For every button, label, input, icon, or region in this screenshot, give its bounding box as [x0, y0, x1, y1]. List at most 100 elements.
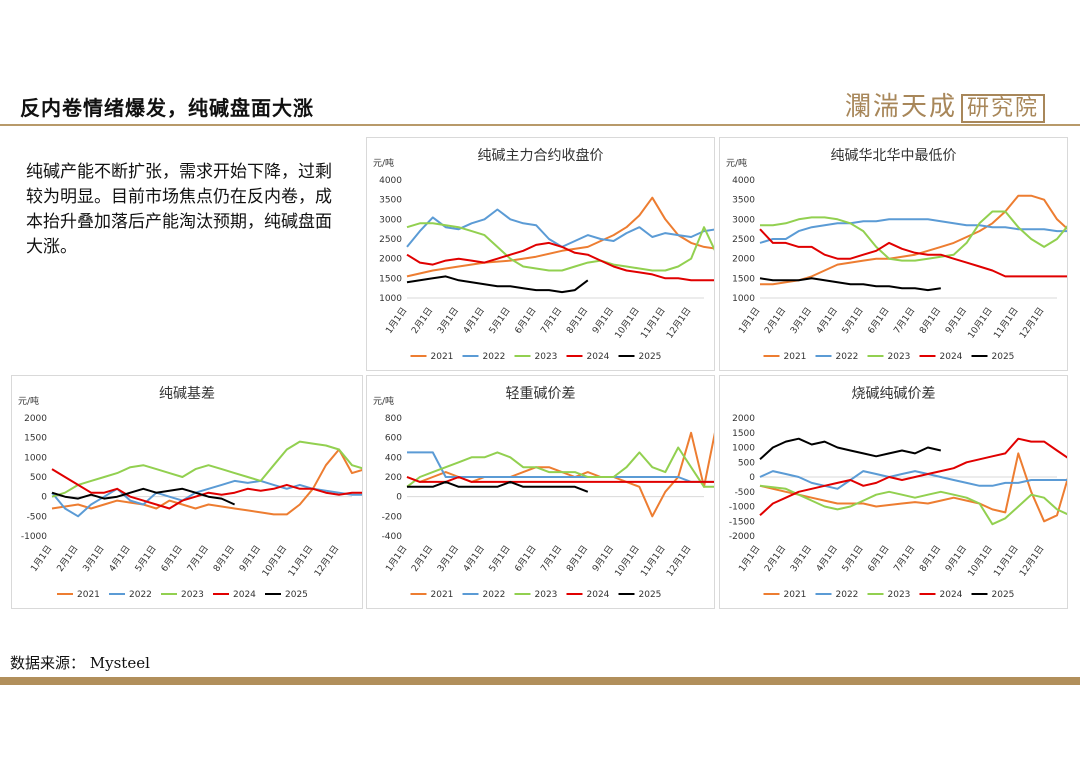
y-tick-label: -500: [27, 512, 48, 522]
x-tick-group: 5月1日: [133, 543, 159, 573]
x-tick-label: 9月1日: [943, 543, 969, 573]
series-line-2021: [760, 194, 1067, 286]
x-tick-group: 7月1日: [892, 543, 918, 573]
x-tick-group: 8月1日: [917, 305, 943, 335]
x-tick-group: 12月1日: [664, 305, 693, 340]
y-tick-label: 1500: [732, 274, 755, 284]
y-tick-label: 800: [385, 414, 402, 424]
x-tick-group: 1月1日: [384, 543, 410, 573]
x-tick-label: 11月1日: [639, 543, 668, 578]
x-tick-group: 3月1日: [788, 305, 814, 335]
legend-label-2025: 2025: [639, 352, 662, 362]
legend-label-2021: 2021: [431, 352, 454, 362]
x-tick-label: 4月1日: [461, 543, 487, 573]
legend-label-2024: 2024: [233, 590, 256, 600]
x-tick-label: 9月1日: [237, 543, 263, 573]
x-tick-group: 10月1日: [613, 305, 642, 340]
x-tick-group: 7月1日: [892, 305, 918, 335]
x-tick-label: 11月1日: [992, 305, 1021, 340]
x-tick-label: 2月1日: [762, 305, 788, 335]
x-tick-group: 6月1日: [513, 305, 539, 335]
x-tick-label: 6月1日: [159, 543, 185, 573]
chart-title: 纯碱华北华中最低价: [831, 148, 957, 164]
chart-panel-caustic-soda-spread: 烧碱纯碱价差 -2000 -1500 -1000 -500 0 500 1000 1500 200…: [719, 375, 1068, 609]
x-tick-group: 3月1日: [788, 543, 814, 573]
x-tick-group: 7月1日: [539, 305, 565, 335]
y-tick-label: 2000: [379, 255, 402, 265]
legend-label-2022: 2022: [483, 590, 506, 600]
y-unit-label: 元/吨: [18, 395, 39, 407]
y-tick-label: 2500: [379, 235, 402, 245]
y-tick-label: 500: [30, 473, 47, 483]
x-tick-group: 11月1日: [992, 543, 1021, 578]
y-tick-label: 600: [385, 434, 402, 444]
x-tick-group: 12月1日: [312, 543, 341, 578]
y-tick-label: -1500: [729, 517, 755, 527]
x-tick-group: 9月1日: [237, 543, 263, 573]
x-tick-label: 8月1日: [917, 543, 943, 573]
x-tick-group: 5月1日: [840, 543, 866, 573]
x-tick-group: 2月1日: [409, 305, 435, 335]
y-tick-label: 0: [41, 493, 47, 503]
legend-label-2022: 2022: [129, 590, 152, 600]
y-tick-label: 3500: [732, 196, 755, 206]
x-tick-label: 1月1日: [737, 543, 763, 573]
x-tick-group: 6月1日: [866, 543, 892, 573]
x-tick-group: 1月1日: [737, 543, 763, 573]
y-tick-label: -2000: [729, 532, 755, 542]
legend-label-2025: 2025: [285, 590, 308, 600]
x-tick-group: 4月1日: [814, 305, 840, 335]
x-tick-label: 10月1日: [613, 543, 642, 578]
page-title: 反内卷情绪爆发，纯碱盘面大涨: [20, 96, 314, 120]
x-tick-group: 1月1日: [384, 305, 410, 335]
legend-label-2023: 2023: [181, 590, 204, 600]
x-tick-label: 11月1日: [639, 305, 668, 340]
y-tick-label: 1500: [24, 434, 47, 444]
x-tick-group: 1月1日: [29, 543, 55, 573]
summary-text: 纯碱产能不断扩张，需求开始下降，过剩较为明显。目前市场焦点仍在反内卷，成本抬升叠…: [26, 162, 332, 257]
x-tick-label: 7月1日: [185, 543, 211, 573]
y-tick-label: 0: [749, 473, 755, 483]
series-line-2023: [406, 446, 714, 488]
x-tick-label: 3月1日: [788, 543, 814, 573]
series-line-2021: [406, 196, 714, 278]
x-tick-group: 5月1日: [487, 543, 513, 573]
x-tick-group: 8月1日: [564, 305, 590, 335]
x-tick-label: 11月1日: [286, 543, 315, 578]
x-tick-label: 10月1日: [966, 305, 995, 340]
x-tick-label: 5月1日: [840, 305, 866, 335]
x-tick-label: 9月1日: [590, 305, 616, 335]
x-tick-label: 12月1日: [664, 543, 693, 578]
y-tick-label: -1000: [729, 503, 755, 513]
x-tick-group: 3月1日: [435, 543, 461, 573]
x-tick-group: 4月1日: [461, 305, 487, 335]
y-unit-label: 元/吨: [373, 157, 394, 169]
x-tick-group: 12月1日: [1017, 305, 1046, 340]
x-tick-group: 6月1日: [159, 543, 185, 573]
y-tick-label: -500: [735, 488, 756, 498]
series-line-2025: [406, 275, 589, 294]
x-tick-group: 9月1日: [943, 305, 969, 335]
series-line-2022: [51, 479, 362, 518]
x-tick-label: 7月1日: [892, 543, 918, 573]
series-line-2023: [51, 440, 362, 498]
y-tick-label: 500: [738, 458, 755, 468]
y-tick-label: -200: [382, 512, 403, 522]
y-unit-label: 元/吨: [726, 157, 747, 169]
series-line-2024: [759, 437, 1067, 517]
x-tick-group: 4月1日: [461, 543, 487, 573]
series-line-2021: [759, 452, 1067, 523]
series-line-2023: [760, 210, 1067, 262]
y-tick-label: 1000: [24, 453, 47, 463]
data-source: 数据来源： Mysteel: [10, 654, 150, 672]
y-tick-label: 2000: [24, 414, 47, 424]
logo-text: 瀾湍天成: [845, 92, 958, 122]
legend-label-2022: 2022: [836, 590, 859, 600]
x-tick-label: 3月1日: [435, 305, 461, 335]
x-tick-label: 10月1日: [260, 543, 289, 578]
x-tick-group: 1月1日: [737, 305, 763, 335]
x-tick-label: 11月1日: [992, 543, 1021, 578]
x-tick-label: 3月1日: [788, 305, 814, 335]
